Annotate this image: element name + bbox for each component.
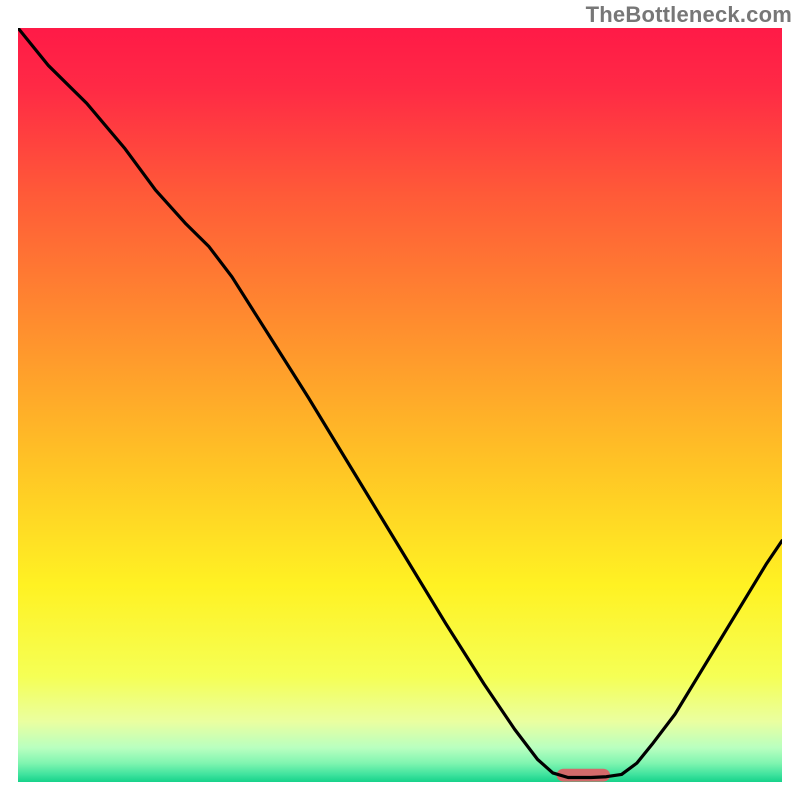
chart-container: TheBottleneck.com [0,0,800,800]
watermark-text: TheBottleneck.com [586,2,792,28]
bottleneck-curve-chart [18,28,782,782]
gradient-background [18,28,782,782]
plot-area [18,28,782,782]
